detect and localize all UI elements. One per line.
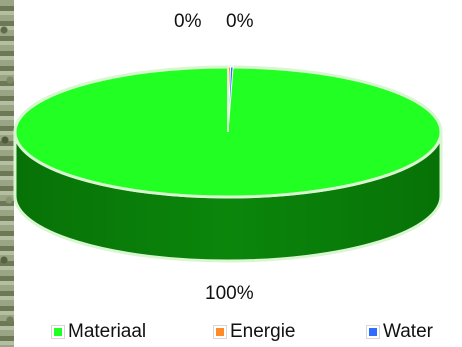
legend-label-water: Water xyxy=(383,321,433,342)
pie-slice-water xyxy=(227,66,234,133)
chart-legend: Materiaal Energie Water xyxy=(0,316,462,347)
legend-item-materiaal: Materiaal xyxy=(54,316,146,347)
legend-item-water: Water xyxy=(369,316,433,347)
data-label-energie: 0% xyxy=(174,11,202,32)
legend-label-energie: Energie xyxy=(230,321,296,342)
legend-label-materiaal: Materiaal xyxy=(68,321,147,342)
legend-item-energie: Energie xyxy=(216,316,296,347)
legend-swatch-energie xyxy=(216,327,224,336)
data-label-materiaal: 100% xyxy=(205,283,254,304)
legend-swatch-materiaal xyxy=(54,327,62,336)
legend-swatch-water xyxy=(369,327,377,336)
background-photo-strip xyxy=(0,0,14,347)
data-label-water: 0% xyxy=(226,11,254,32)
